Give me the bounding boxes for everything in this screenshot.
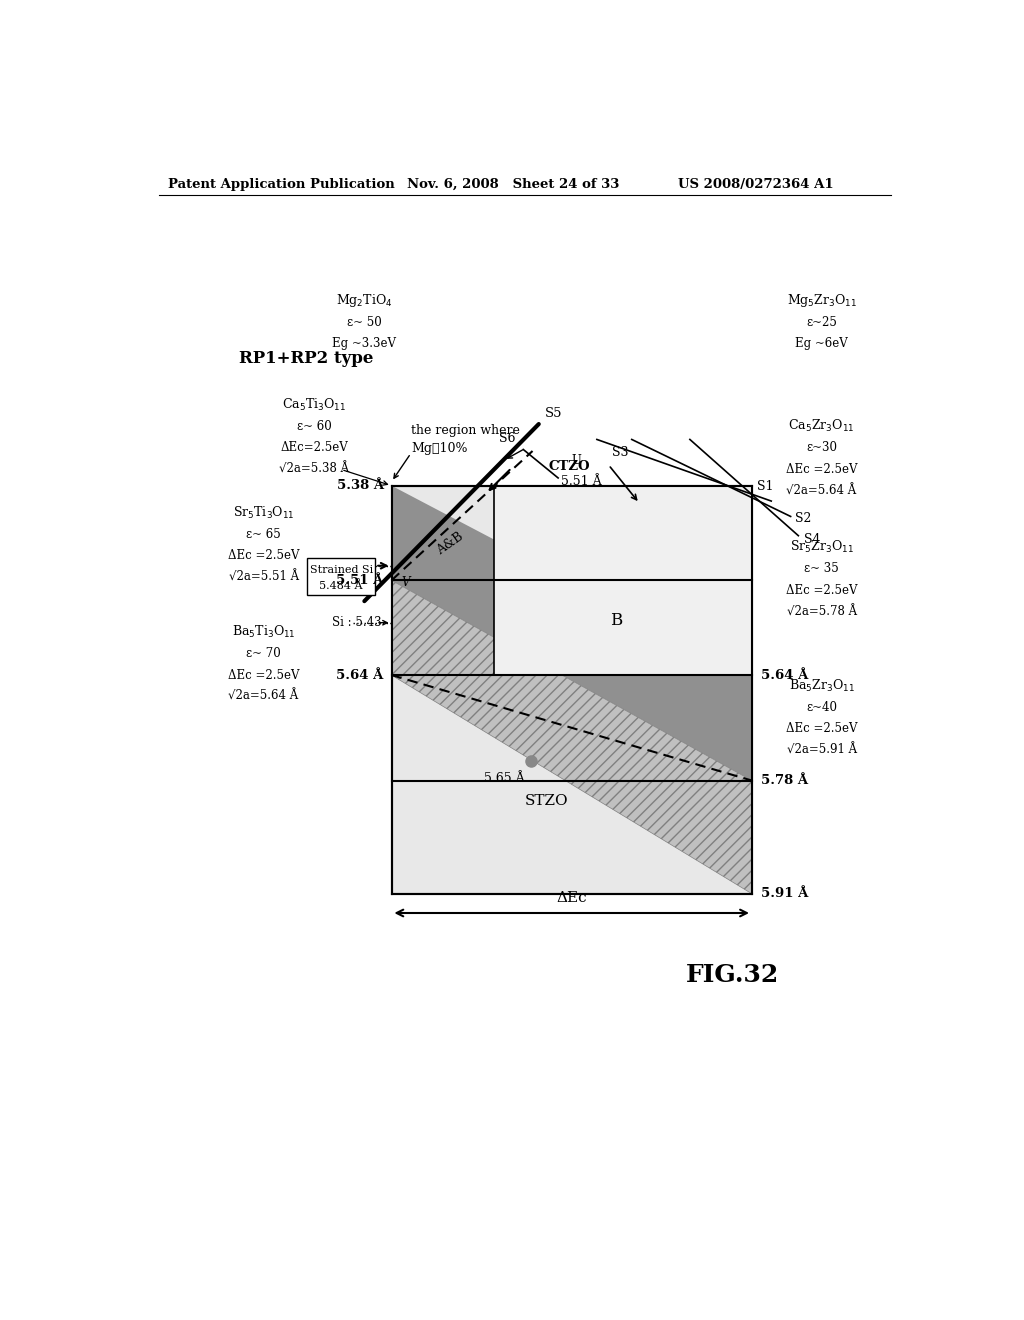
Text: CTZO: CTZO bbox=[549, 459, 591, 473]
Text: Sr$_5$Ti$_3$O$_{11}$: Sr$_5$Ti$_3$O$_{11}$ bbox=[232, 504, 295, 520]
Text: S4: S4 bbox=[804, 533, 820, 546]
Text: ε~ 35: ε~ 35 bbox=[804, 562, 839, 576]
Text: the region where: the region where bbox=[411, 424, 520, 437]
Text: ε~ 50: ε~ 50 bbox=[347, 315, 382, 329]
Text: S6: S6 bbox=[499, 432, 515, 445]
Text: ΔEc =2.5eV: ΔEc =2.5eV bbox=[785, 463, 857, 477]
Text: √2a=5.64 Å: √2a=5.64 Å bbox=[228, 690, 299, 704]
Text: ε~ 65: ε~ 65 bbox=[246, 528, 281, 541]
Text: 5.38 Å: 5.38 Å bbox=[337, 479, 384, 492]
Text: Ba$_5$Zr$_3$O$_{11}$: Ba$_5$Zr$_3$O$_{11}$ bbox=[788, 677, 855, 694]
Text: ΔEc =2.5eV: ΔEc =2.5eV bbox=[228, 668, 299, 681]
Text: S2: S2 bbox=[795, 512, 811, 525]
Text: √2a=5.38 Å: √2a=5.38 Å bbox=[279, 463, 349, 477]
Text: 5.65 Å: 5.65 Å bbox=[483, 772, 524, 785]
Text: V: V bbox=[401, 576, 410, 589]
Text: 5.51 Å: 5.51 Å bbox=[336, 574, 384, 587]
Text: ΔEc =2.5eV: ΔEc =2.5eV bbox=[785, 583, 857, 597]
Text: 5.64 Å: 5.64 Å bbox=[761, 668, 809, 681]
Bar bbox=[494, 486, 752, 675]
Text: ΔEc =2.5eV: ΔEc =2.5eV bbox=[785, 722, 857, 735]
Bar bbox=[391, 486, 752, 894]
Text: Ca$_5$Zr$_3$O$_{11}$: Ca$_5$Zr$_3$O$_{11}$ bbox=[788, 418, 855, 434]
Text: Mg$_5$Zr$_3$O$_{11}$: Mg$_5$Zr$_3$O$_{11}$ bbox=[786, 292, 857, 309]
Polygon shape bbox=[391, 486, 752, 780]
Text: Sr$_5$Zr$_3$O$_{11}$: Sr$_5$Zr$_3$O$_{11}$ bbox=[790, 539, 854, 556]
Text: Ca$_5$Ti$_3$O$_{11}$: Ca$_5$Ti$_3$O$_{11}$ bbox=[282, 397, 346, 413]
Text: ε~ 60: ε~ 60 bbox=[297, 420, 332, 433]
Text: √2a=5.78 Å: √2a=5.78 Å bbox=[786, 606, 857, 619]
Text: US 2008/0272364 A1: US 2008/0272364 A1 bbox=[678, 178, 834, 190]
Text: ε~30: ε~30 bbox=[806, 441, 838, 454]
Polygon shape bbox=[391, 581, 752, 894]
Text: ε~25: ε~25 bbox=[806, 315, 837, 329]
Text: Nov. 6, 2008   Sheet 24 of 33: Nov. 6, 2008 Sheet 24 of 33 bbox=[407, 178, 620, 190]
Text: RP1+RP2 type: RP1+RP2 type bbox=[239, 350, 374, 367]
Text: B: B bbox=[610, 612, 623, 628]
Text: Eg ~6eV: Eg ~6eV bbox=[796, 338, 848, 351]
Text: Si : 5.43: Si : 5.43 bbox=[332, 616, 381, 630]
Text: S3: S3 bbox=[612, 446, 629, 459]
Text: 5.51 Å: 5.51 Å bbox=[561, 475, 602, 488]
Text: ε~40: ε~40 bbox=[806, 701, 838, 714]
Text: Patent Application Publication: Patent Application Publication bbox=[168, 178, 395, 190]
Text: 5.484 Å: 5.484 Å bbox=[319, 581, 362, 591]
Text: √2a=5.51 Å: √2a=5.51 Å bbox=[228, 570, 299, 583]
Bar bbox=[307, 558, 375, 595]
Text: Ba$_5$Ti$_3$O$_{11}$: Ba$_5$Ti$_3$O$_{11}$ bbox=[231, 624, 296, 640]
Text: √2a=5.64 Å: √2a=5.64 Å bbox=[786, 484, 857, 498]
Text: Mg≦10%: Mg≦10% bbox=[411, 442, 467, 455]
Text: ΔEc: ΔEc bbox=[556, 891, 587, 904]
Text: 5.91 Å: 5.91 Å bbox=[761, 887, 809, 900]
Text: S5: S5 bbox=[545, 407, 562, 420]
Text: Mg$_2$TiO$_4$: Mg$_2$TiO$_4$ bbox=[336, 292, 392, 309]
Text: √2a=5.91 Å: √2a=5.91 Å bbox=[786, 744, 857, 758]
Text: U: U bbox=[571, 454, 581, 467]
Text: FIG.32: FIG.32 bbox=[686, 962, 779, 986]
Text: Strained Si: Strained Si bbox=[309, 565, 373, 576]
Text: ΔEc =2.5eV: ΔEc =2.5eV bbox=[228, 549, 299, 562]
Text: A&B: A&B bbox=[434, 529, 465, 557]
Text: 5.64 Å: 5.64 Å bbox=[336, 668, 384, 681]
Text: STZO: STZO bbox=[524, 795, 568, 808]
Text: Eg ~3.3eV: Eg ~3.3eV bbox=[333, 338, 396, 351]
Text: 5.78 Å: 5.78 Å bbox=[761, 774, 808, 787]
Text: ε~ 70: ε~ 70 bbox=[246, 647, 281, 660]
Text: ΔEc=2.5eV: ΔEc=2.5eV bbox=[281, 441, 348, 454]
Text: S1: S1 bbox=[758, 480, 774, 494]
